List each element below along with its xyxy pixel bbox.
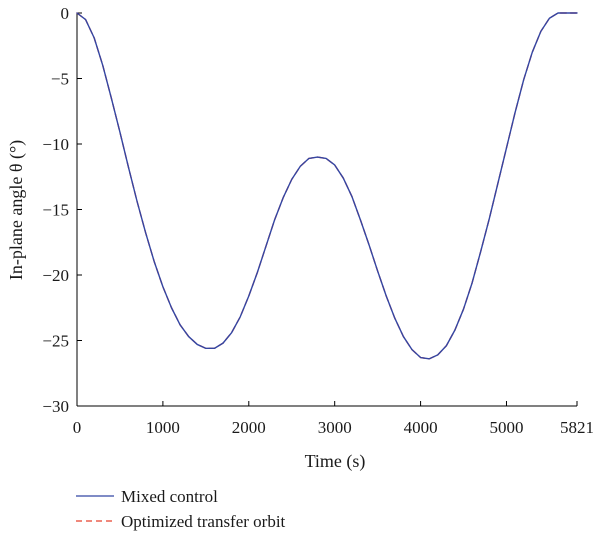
x-tick-label: 5821 xyxy=(560,418,594,437)
x-axis-ticks: 0 1000 2000 3000 4000 5000 5821 xyxy=(73,401,594,437)
x-tick-label: 3000 xyxy=(318,418,352,437)
legend-label-mixed-control: Mixed control xyxy=(121,487,218,506)
legend: Mixed control Optimized transfer orbit xyxy=(76,487,286,531)
axes xyxy=(76,13,577,407)
series-line-mixed-control xyxy=(76,12,578,360)
y-tick-label: −30 xyxy=(42,397,69,416)
y-tick-label: −10 xyxy=(42,135,69,154)
x-tick-label: 1000 xyxy=(146,418,180,437)
x-tick-label: 5000 xyxy=(489,418,523,437)
y-tick-label: −5 xyxy=(51,70,69,89)
legend-item-mixed-control: Mixed control xyxy=(76,487,218,506)
y-axis-label: In-plane angle θ (°) xyxy=(6,140,27,280)
x-tick-label: 4000 xyxy=(404,418,438,437)
series-lines xyxy=(76,12,578,360)
y-tick-label: −25 xyxy=(42,332,69,351)
y-tick-label: 0 xyxy=(61,4,70,23)
y-axis-ticks: 0 −5 −10 −15 −20 −25 −30 xyxy=(42,4,82,416)
x-axis-label: Time (s) xyxy=(305,451,366,472)
x-tick-label: 0 xyxy=(73,418,82,437)
legend-item-optimized-transfer-orbit: Optimized transfer orbit xyxy=(76,512,286,531)
legend-label-optimized-transfer-orbit: Optimized transfer orbit xyxy=(121,512,286,531)
y-tick-label: −20 xyxy=(42,266,69,285)
y-tick-label: −15 xyxy=(42,201,69,220)
series-line-optimized-transfer-orbit xyxy=(76,12,578,360)
x-tick-label: 2000 xyxy=(232,418,266,437)
